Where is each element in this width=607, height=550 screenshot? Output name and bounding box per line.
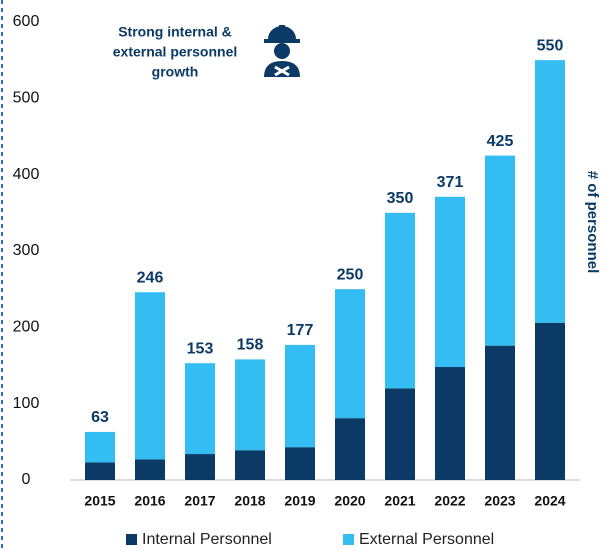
bar-segment: [85, 431, 115, 463]
y-tick-label: 500: [13, 90, 40, 107]
bar-segment: [135, 459, 165, 480]
bar-segment: [435, 367, 465, 480]
bar-segment: [285, 344, 315, 448]
x-tick-label: 2020: [334, 493, 365, 509]
bar-segment: [335, 418, 365, 480]
bar-segment: [385, 388, 415, 480]
total-label: 550: [537, 37, 564, 54]
x-tick-label: 2018: [234, 493, 265, 509]
y-tick-label: 600: [13, 13, 40, 30]
bar-segment: [185, 363, 215, 455]
x-tick-label: 2019: [284, 493, 315, 509]
bar-segment: [235, 450, 265, 480]
x-tick-label: 2024: [534, 493, 565, 509]
legend-label: External Personnel: [359, 531, 494, 548]
y-tick-label: 100: [13, 395, 40, 412]
total-label: 371: [437, 174, 464, 191]
annotation: Strong internal & external personnel growt…: [113, 24, 238, 80]
y-tick-label: 300: [13, 242, 40, 259]
x-tick-label: 2021: [384, 493, 415, 509]
bar-segment: [485, 345, 515, 480]
legend-label: Internal Personnel: [142, 531, 272, 548]
total-label: 246: [137, 269, 164, 286]
total-label: 425: [487, 133, 514, 150]
total-label: 158: [237, 337, 264, 354]
x-tick-label: 2022: [434, 493, 465, 509]
y-tick-label: 0: [22, 471, 31, 488]
bar-segment: [535, 60, 565, 323]
y-tick-label: 200: [13, 319, 40, 336]
annotation-line: growth: [152, 64, 199, 80]
x-tick-label: 2015: [84, 493, 115, 509]
total-label: 63: [91, 409, 109, 426]
y-axis-label: # of personnel: [584, 171, 601, 274]
legend-swatch: [343, 534, 354, 545]
worker-icon: [264, 25, 300, 77]
bar-segment: [135, 292, 165, 460]
y-tick-label: 400: [13, 166, 40, 183]
bar-segment: [85, 462, 115, 480]
x-tick-label: 2017: [184, 493, 215, 509]
bar-segment: [335, 289, 365, 419]
x-tick-label: 2023: [484, 493, 515, 509]
bar-segment: [235, 359, 265, 451]
annotation-line: Strong internal &: [118, 24, 232, 40]
bar-segment: [435, 196, 465, 368]
bar-segment: [285, 447, 315, 480]
bar-segment: [485, 155, 515, 346]
bar-segment: [185, 454, 215, 480]
total-label: 250: [337, 266, 364, 283]
total-label: 177: [287, 322, 314, 339]
x-tick-label: 2016: [134, 493, 165, 509]
total-label: 350: [387, 190, 414, 207]
bar-segment: [535, 322, 565, 480]
bar-segment: [385, 212, 415, 389]
annotation-line: external personnel: [113, 44, 238, 60]
legend-swatch: [126, 534, 137, 545]
total-label: 153: [187, 340, 214, 357]
